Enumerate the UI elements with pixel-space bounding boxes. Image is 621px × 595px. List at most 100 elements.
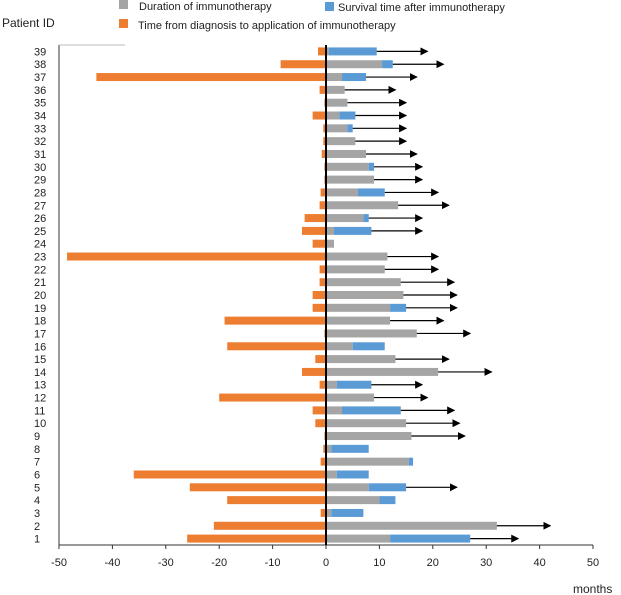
bar-duration-patient-6 [326,470,337,479]
bar-survival-patient-11 [342,406,401,415]
legend: Duration of immunotherapy Survival time … [119,0,505,32]
patient-id-label: 14 [34,367,46,379]
bar-diagnosis-patient-23 [67,252,326,261]
bar-duration-patient-34 [326,111,340,120]
x-axis-title: months [573,582,612,595]
bar-diagnosis-patient-8 [323,444,326,453]
bar-duration-patient-17 [326,329,417,338]
patient-id-label: 27 [34,200,46,212]
patient-id-label: 24 [34,239,46,251]
x-tick-label: 10 [373,557,385,569]
bar-duration-patient-35 [326,98,348,107]
bar-duration-patient-7 [326,457,409,466]
patient-id-label: 9 [34,431,40,443]
bar-survival-patient-30 [368,162,375,171]
bar-diagnosis-patient-24 [312,239,326,248]
patient-id-label: 22 [34,264,46,276]
bar-duration-patient-24 [326,239,335,248]
patient-id-label: 3 [34,508,40,520]
bar-duration-patient-1 [326,534,391,543]
x-tick-label: -50 [51,557,67,569]
bar-duration-patient-11 [326,406,343,415]
legend-label-diagnosis: Time from diagnosis to application of im… [138,20,396,32]
bar-diagnosis-patient-5 [189,483,326,492]
bar-survival-patient-7 [408,457,414,466]
x-tick-label: 0 [323,557,329,569]
bar-survival-patient-5 [368,483,407,492]
bar-survival-patient-34 [339,111,356,120]
bar-survival-patient-39 [328,47,377,56]
bar-diagnosis-patient-28 [320,188,326,197]
bar-diagnosis-patient-18 [224,316,326,325]
bar-duration-patient-4 [326,496,380,505]
ongoing-arrows [344,47,552,543]
y-axis-title: Patient ID [2,16,55,30]
bar-diagnosis-patient-33 [323,124,326,133]
patient-id-label: 39 [34,46,46,58]
bar-diagnosis-patient-36 [319,85,326,94]
patient-id-labels: 1234567891011121314151617181920212223242… [34,46,46,545]
bars [67,47,497,543]
bar-duration-patient-2 [326,521,497,530]
x-tick-label: 50 [587,557,599,569]
bar-diagnosis-patient-1 [187,534,326,543]
patient-id-label: 33 [34,123,46,135]
bar-duration-patient-28 [326,188,359,197]
bar-duration-patient-33 [326,124,348,133]
patient-id-label: 4 [34,495,40,507]
bar-diagnosis-patient-13 [319,380,326,389]
patient-id-label: 37 [34,72,46,84]
bar-survival-patient-4 [379,496,396,505]
bar-duration-patient-38 [326,60,383,69]
bar-survival-patient-25 [334,226,372,235]
patient-id-label: 35 [34,98,46,110]
patient-id-label: 20 [34,290,46,302]
bar-diagnosis-patient-10 [315,419,326,428]
bar-survival-patient-3 [331,508,364,517]
bar-diagnosis-patient-20 [312,291,326,299]
patient-id-label: 25 [34,226,46,238]
patient-id-label: 12 [34,393,46,405]
x-tick-label: 40 [533,557,545,569]
bar-diagnosis-patient-25 [301,226,326,235]
bar-duration-patient-10 [326,419,407,428]
patient-id-label: 28 [34,187,46,199]
bar-duration-patient-12 [326,393,375,402]
bar-diagnosis-patient-3 [320,508,326,517]
bar-diagnosis-patient-31 [321,149,326,158]
patient-id-label: 30 [34,162,46,174]
patient-id-label: 11 [34,405,45,417]
bar-survival-patient-28 [358,188,385,197]
bar-diagnosis-patient-37 [96,73,326,82]
patient-id-label: 17 [34,328,46,340]
legend-swatch-duration [119,0,128,9]
bar-duration-patient-22 [326,265,385,274]
patient-id-label: 26 [34,213,46,225]
bar-survival-patient-38 [382,60,393,69]
bar-duration-patient-39 [326,47,329,56]
bar-duration-patient-37 [326,73,343,82]
x-tick-label: -10 [265,557,281,569]
patient-id-label: 10 [34,418,46,430]
bar-duration-patient-19 [326,303,391,312]
patient-id-label: 19 [34,303,46,315]
x-tick-label: -40 [104,557,120,569]
patient-id-label: 7 [34,457,40,469]
bar-duration-patient-23 [326,252,388,261]
bar-duration-patient-29 [326,175,375,184]
bar-duration-patient-14 [326,367,439,376]
bar-diagnosis-patient-39 [317,47,326,56]
bar-duration-patient-36 [326,85,345,94]
bar-diagnosis-patient-15 [315,355,326,364]
legend-label-survival: Survival time after immunotherapy [338,2,505,14]
patient-id-label: 1 [34,534,40,546]
bar-diagnosis-patient-34 [312,111,326,120]
patient-id-label: 13 [34,380,46,392]
bar-diagnosis-patient-27 [319,201,326,210]
patient-id-label: 31 [34,149,46,161]
patient-id-label: 34 [34,111,46,123]
bar-diagnosis-patient-32 [323,137,326,146]
legend-swatch-diagnosis [119,19,128,28]
bar-survival-patient-16 [352,342,385,351]
